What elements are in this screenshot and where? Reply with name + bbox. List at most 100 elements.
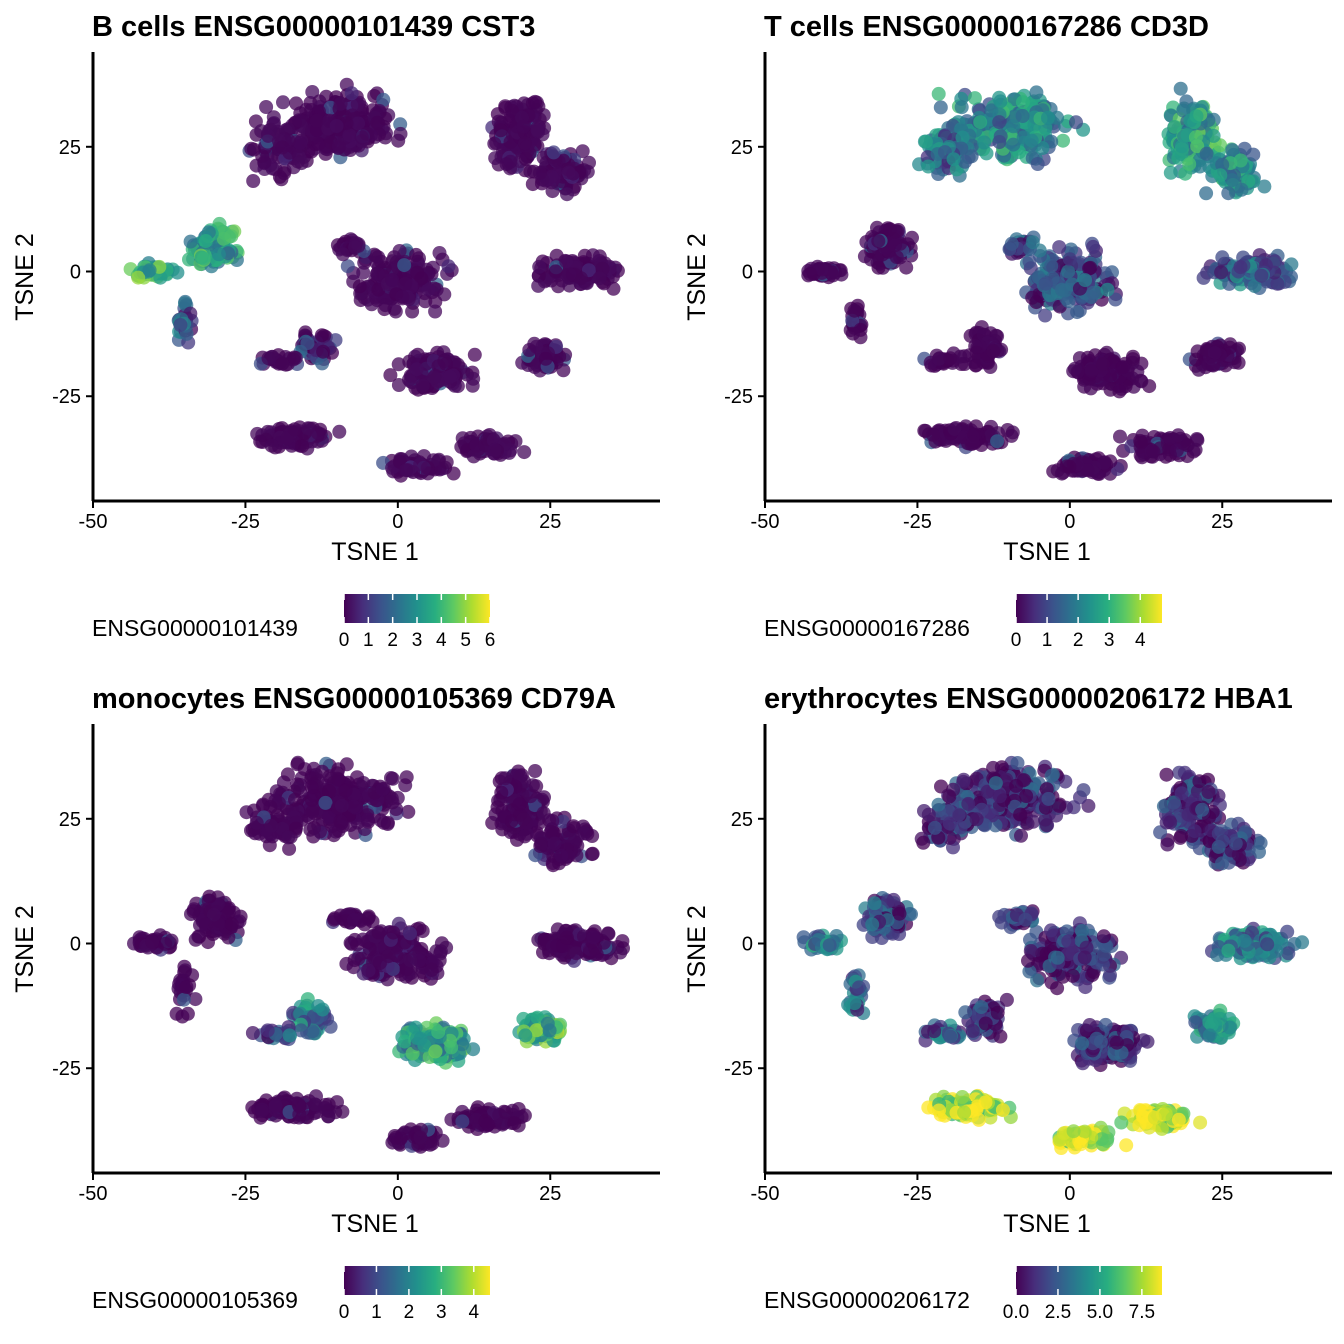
data-point <box>522 343 537 357</box>
data-point <box>261 351 276 366</box>
data-point <box>295 439 310 454</box>
data-point <box>498 771 513 786</box>
data-point <box>245 1026 260 1040</box>
data-point <box>170 265 185 280</box>
data-point <box>803 267 818 281</box>
data-point <box>268 1099 283 1113</box>
data-point <box>334 798 349 813</box>
y-tick-label: 0 <box>742 262 753 284</box>
data-point <box>516 812 531 827</box>
data-point <box>554 848 569 863</box>
data-point <box>1062 252 1077 267</box>
data-point <box>525 177 540 192</box>
y-tick-label: 0 <box>70 262 81 284</box>
data-point <box>202 889 217 904</box>
data-point <box>1058 283 1072 298</box>
data-point <box>1002 242 1017 257</box>
data-point <box>518 1028 533 1043</box>
data-point <box>1068 361 1082 376</box>
data-point <box>350 97 365 112</box>
scatter-points <box>127 755 630 1154</box>
data-point <box>990 434 1005 449</box>
data-point <box>336 247 350 262</box>
data-point <box>589 947 604 962</box>
data-point <box>441 259 456 274</box>
data-point <box>318 795 333 810</box>
x-tick-label: -50 <box>79 511 108 533</box>
data-point <box>467 347 482 362</box>
colorbar-tick-label: 3 <box>1104 630 1115 651</box>
data-point <box>1004 428 1019 443</box>
data-point <box>1171 428 1186 443</box>
data-point <box>480 1117 495 1132</box>
data-point <box>427 370 442 385</box>
data-point <box>1189 109 1204 124</box>
data-point <box>967 91 982 106</box>
data-point <box>559 254 574 269</box>
data-point <box>925 427 940 442</box>
data-point <box>254 1104 269 1119</box>
data-point <box>393 126 408 141</box>
data-point <box>845 326 860 341</box>
data-point <box>1221 186 1236 201</box>
data-point <box>385 273 400 287</box>
data-point <box>562 278 577 293</box>
data-point <box>1206 358 1221 373</box>
data-point <box>437 287 452 302</box>
data-point <box>516 1011 531 1026</box>
data-point <box>413 457 428 472</box>
data-point <box>331 762 346 777</box>
data-point <box>397 1034 412 1049</box>
colorbar-tick-label: 5 <box>460 630 471 651</box>
data-point <box>531 278 546 293</box>
data-point <box>537 790 551 805</box>
data-point <box>888 238 903 253</box>
data-point <box>362 941 377 956</box>
data-point <box>1134 435 1149 450</box>
data-point <box>381 949 396 964</box>
data-point <box>446 466 461 481</box>
data-point <box>338 783 353 798</box>
data-point <box>351 116 366 131</box>
data-point <box>498 1105 513 1120</box>
colorbar-tick-label: 6 <box>485 630 496 651</box>
data-point <box>1044 259 1059 274</box>
scatter-points <box>801 81 1299 481</box>
data-point <box>1284 257 1299 272</box>
data-point <box>1233 260 1248 275</box>
data-point <box>399 770 414 785</box>
data-point <box>300 336 315 351</box>
data-point <box>1254 268 1269 283</box>
data-point <box>466 1042 481 1057</box>
data-point <box>376 815 391 830</box>
data-point <box>333 814 348 829</box>
plot-title: T cells ENSG00000167286 CD3D <box>764 11 1209 43</box>
data-point <box>1086 239 1101 254</box>
data-point <box>933 100 948 115</box>
data-point <box>1214 265 1229 280</box>
data-point <box>559 930 574 945</box>
data-point <box>428 1044 443 1059</box>
data-point <box>196 251 211 266</box>
data-point <box>259 100 274 114</box>
data-point <box>560 187 574 202</box>
data-point <box>391 357 406 372</box>
data-point <box>1169 443 1184 458</box>
data-point <box>288 792 302 807</box>
data-point <box>351 951 366 966</box>
data-point <box>1246 147 1261 162</box>
data-point <box>455 1114 470 1129</box>
data-point <box>264 818 279 833</box>
data-point <box>413 1031 428 1046</box>
data-point <box>615 934 630 949</box>
data-point <box>275 356 290 371</box>
data-point <box>224 917 239 932</box>
x-tick-label: -50 <box>751 511 780 533</box>
y-tick-label: -25 <box>52 386 81 408</box>
data-point <box>354 130 369 145</box>
data-point <box>1041 110 1055 125</box>
data-point <box>518 136 532 151</box>
data-point <box>561 165 576 180</box>
